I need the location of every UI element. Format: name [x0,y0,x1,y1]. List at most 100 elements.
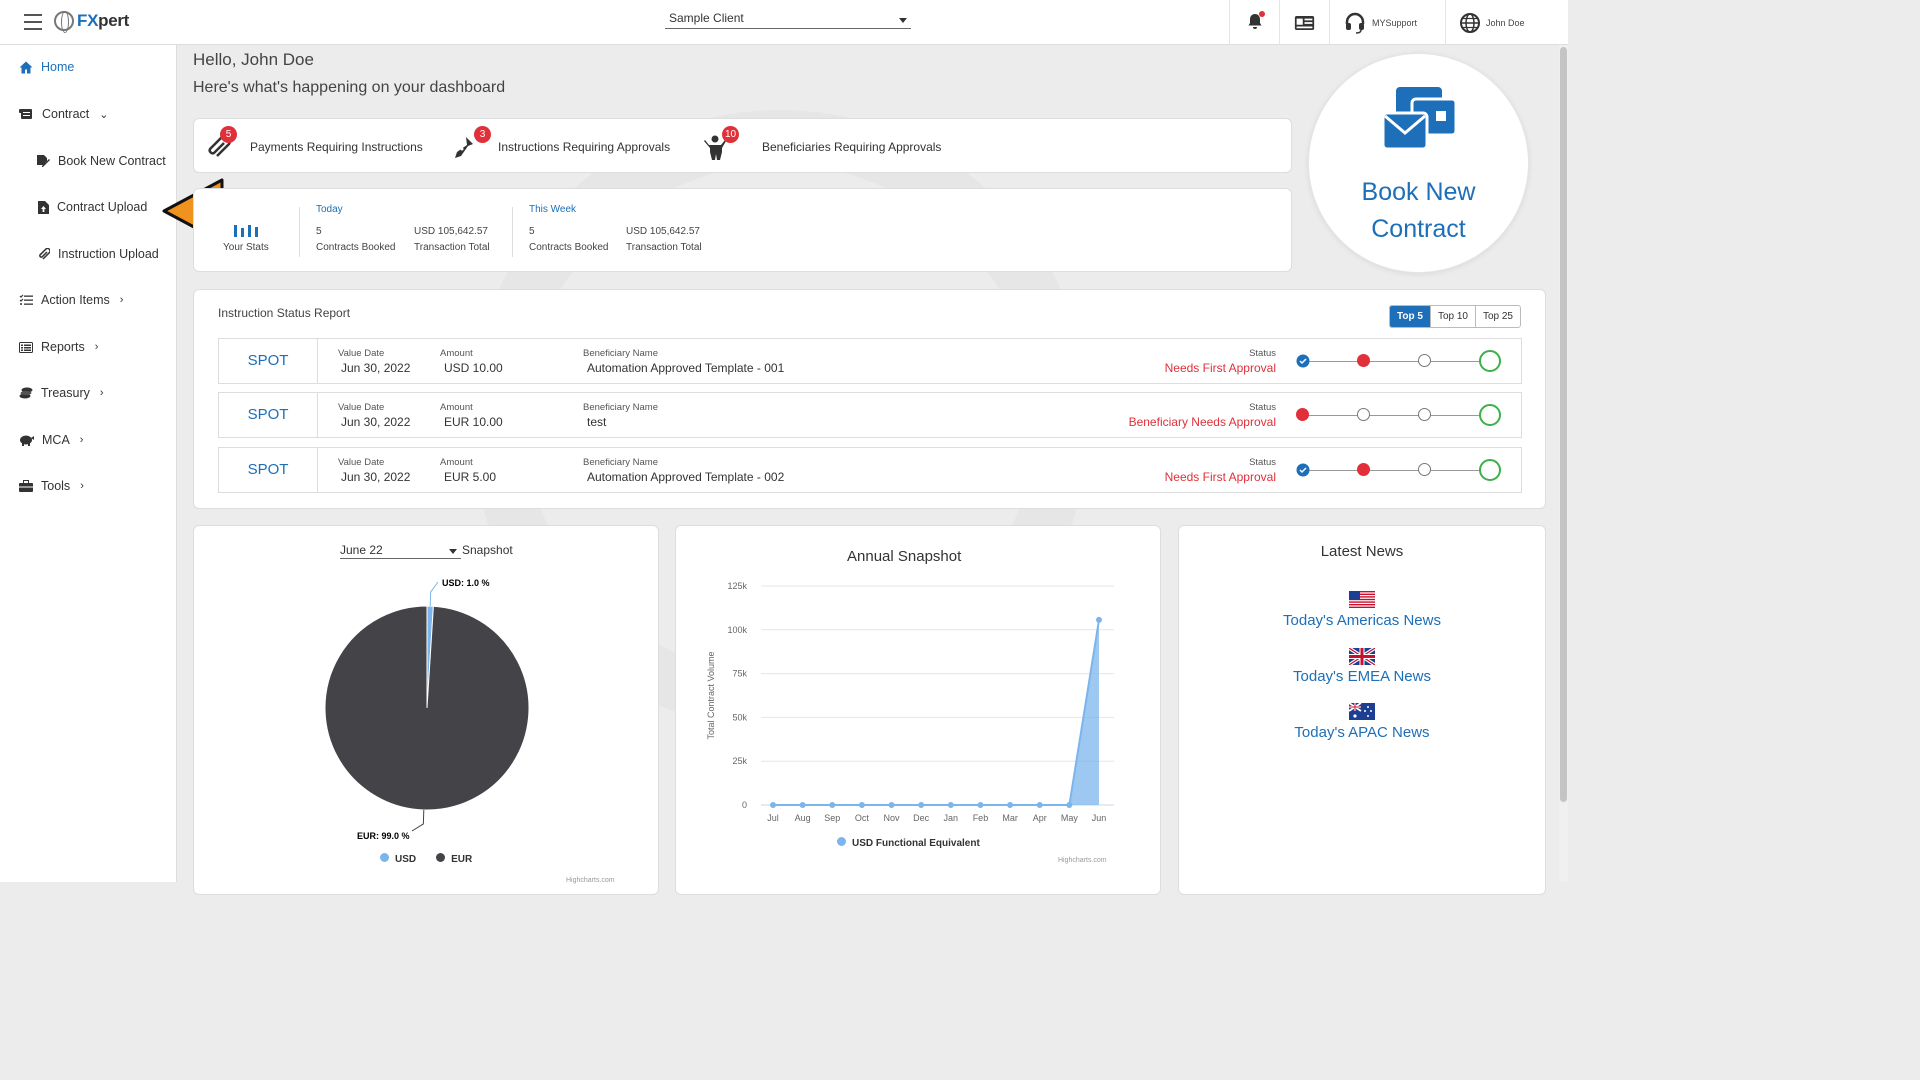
data-point[interactable] [977,802,984,808]
contact-card-button[interactable] [1279,0,1329,45]
legend-marker [436,853,446,862]
step-current-dot [1296,408,1309,421]
list-alt-icon [19,341,33,353]
top-bar: FXpert Sample Client MYSupport John Doe [0,0,1568,45]
australia-flag-icon [1349,703,1375,720]
mysupport-label: MYSupport [1372,17,1418,28]
sidebar-item-treasury[interactable]: Treasury › [19,386,104,400]
data-point[interactable] [1066,802,1073,808]
news-link-emea[interactable]: Today's EMEA News [1293,668,1431,685]
sidebar-item-book-new-contract[interactable]: Book New Contract [36,154,166,168]
x-tick-label: Jan [944,813,959,823]
piggy-bank-icon [20,435,34,446]
top-5-button[interactable]: Top 5 [1390,306,1430,327]
data-point[interactable] [1096,616,1102,623]
table-row[interactable]: SPOT Value Date Jun 30, 2022 Amount EUR … [218,392,1522,438]
data-point[interactable] [1007,802,1014,808]
data-point[interactable] [829,802,836,808]
greeting-subtitle: Here's what's happening on your dashboar… [193,79,506,96]
alert-count-badge: 3 [474,126,491,143]
bell-icon [1247,11,1265,32]
value-date: Jun 30, 2022 [341,361,411,375]
sidebar-item-instruction-upload[interactable]: Instruction Upload [38,247,159,261]
monthly-snapshot-card: June 22 Snapshot USD: 1.0 % EUR: 99.0 % U… [193,525,659,895]
top-10-button[interactable]: Top 10 [1429,306,1475,327]
status-progress-track [1303,415,1491,416]
beneficiary-label: Beneficiary Name [583,457,658,468]
sidebar-item-label: Contract Upload [57,200,148,214]
sidebar-item-label: Home [41,60,75,74]
legend-item-usd[interactable]: USD [380,853,416,865]
scrollbar-thumb[interactable] [1560,47,1567,802]
alert-beneficiaries[interactable]: 10 Beneficiaries Requiring Approvals [704,119,941,175]
page-scrollbar[interactable] [1559,45,1568,882]
y-axis-label: Total Contract Volume [706,651,716,739]
book-new-contract-button[interactable]: Book New Contract [1308,53,1529,273]
step-current-dot [1357,354,1370,367]
data-point[interactable] [770,802,776,808]
menu-icon[interactable] [24,14,42,30]
logo-prefix: FX [77,11,99,30]
step-final-dot [1479,404,1501,426]
home-icon [19,61,33,73]
globe-logo-icon [54,11,74,33]
divider [299,207,300,257]
step-final-dot [1479,350,1501,372]
today-contracts-count: 5 [316,226,322,237]
news-link-apac[interactable]: Today's APAC News [1294,724,1430,741]
chevron-right-icon: › [94,341,99,353]
data-point[interactable] [1036,802,1043,808]
currency-pie-chart: USD: 1.0 % EUR: 99.0 % [324,578,530,841]
sidebar-item-home[interactable]: Home [19,60,74,74]
file-signature-icon [37,154,50,167]
amount: USD 10.00 [444,361,503,375]
task-list-icon [19,294,33,305]
legend-item-eur[interactable]: EUR [436,853,472,865]
month-select[interactable]: June 22 [340,543,461,559]
legend-label: EUR [451,854,473,865]
alert-payments[interactable]: 5 Payments Requiring Instructions [206,119,423,175]
status-value: Needs First Approval [1164,361,1276,375]
stats-card: Your Stats Today 5 Contracts Booked USD … [193,188,1292,272]
notifications-button[interactable] [1229,0,1279,45]
sidebar-item-action-items[interactable]: Action Items › [19,293,123,307]
alert-instructions[interactable]: 3 Instructions Requiring Approvals [452,119,670,175]
chevron-right-icon: › [80,480,84,492]
area-legend[interactable]: USD Functional Equivalent [837,837,980,849]
mysupport-button[interactable]: MYSupport [1329,0,1445,45]
y-tick-label: 100k [727,625,747,635]
sidebar-item-contract[interactable]: Contract ⌄ [19,107,108,121]
alert-count-badge: 5 [220,126,237,143]
pie-connector [411,809,425,832]
data-point[interactable] [799,802,806,808]
uk-flag-icon [1349,648,1375,665]
sidebar-item-mca[interactable]: MCA › [19,433,83,447]
file-upload-icon [38,200,49,214]
sidebar-item-tools[interactable]: Tools › [19,479,84,493]
data-point[interactable] [858,802,865,808]
id-card-icon [1294,15,1315,30]
pie-slice-eur[interactable] [324,605,530,811]
your-stats-label: Your Stats [223,242,269,253]
sidebar-item-reports[interactable]: Reports › [19,340,98,354]
deal-type: SPOT [219,393,318,437]
status-label: Status [1249,457,1276,468]
sidebar-item-contract-upload[interactable]: Contract Upload [38,200,147,214]
data-point[interactable] [947,802,954,808]
table-row[interactable]: SPOT Value Date Jun 30, 2022 Amount USD … [218,338,1522,384]
app-logo[interactable]: FXpert [54,11,129,33]
area-series-fill[interactable] [773,619,1099,805]
isr-title: Instruction Status Report [218,306,351,320]
news-title: Latest News [1320,543,1404,560]
book-new-line1: Book New [1361,178,1476,206]
user-menu-button[interactable]: John Doe [1445,0,1568,45]
y-tick-label: 75k [732,669,747,679]
scroll-icon [19,108,32,119]
news-link-americas[interactable]: Today's Americas News [1283,612,1441,629]
top-25-button[interactable]: Top 25 [1474,306,1520,327]
table-row[interactable]: SPOT Value Date Jun 30, 2022 Amount EUR … [218,447,1522,493]
data-point[interactable] [888,802,895,808]
client-select[interactable]: Sample Client [665,11,911,29]
data-point[interactable] [918,802,925,808]
x-tick-label: Sep [824,813,840,823]
